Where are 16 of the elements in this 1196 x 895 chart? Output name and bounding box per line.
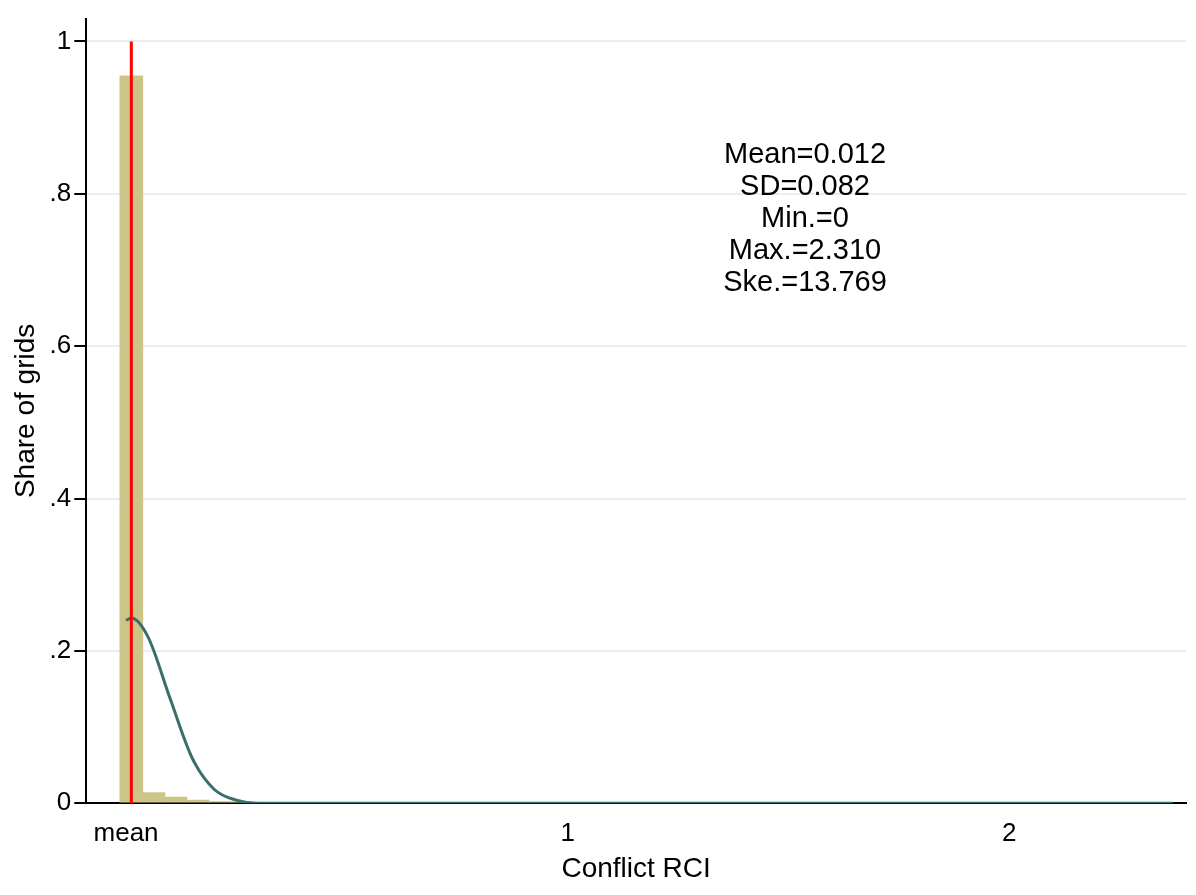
y-tick-label: .8: [49, 176, 72, 207]
x-tick-label: mean: [93, 816, 159, 847]
annotation: Mean=0.012: [723, 137, 887, 169]
y-tick-label: .6: [49, 329, 72, 360]
annotation: Ske.=13.769: [723, 265, 887, 297]
x-axis-title: Conflict RCI: [561, 851, 711, 883]
y-tick-label: 1: [56, 24, 72, 55]
y-tick-label: .4: [49, 481, 72, 512]
y-tick-label: 0: [56, 786, 72, 817]
annotation: SD=0.082: [740, 169, 870, 201]
x-tick-label: 1: [560, 816, 575, 847]
annotation: Min.=0: [761, 201, 849, 233]
y-tick-label: .2: [49, 634, 72, 665]
x-tick-label: 2: [1002, 816, 1017, 847]
annotation: Max.=2.310: [728, 233, 882, 265]
y-axis-title: Share of grids: [8, 323, 40, 499]
